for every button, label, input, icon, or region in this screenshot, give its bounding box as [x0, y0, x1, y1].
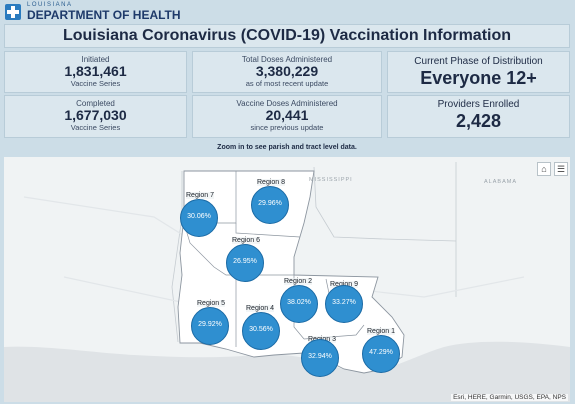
region-name: Region 6: [232, 237, 261, 244]
completed-label: Completed: [76, 99, 115, 108]
phase-value: Everyone 12+: [420, 68, 537, 88]
region-name: Region 4: [246, 305, 275, 312]
total-doses-value: 3,380,229: [255, 63, 319, 79]
zoom-hint: Zoom in to see parish and tract level da…: [217, 144, 357, 151]
completed-card: Completed 1,677,030 Vaccine Series: [4, 95, 187, 138]
region-name: Region 5: [197, 300, 226, 307]
home-icon: ⌂: [541, 164, 547, 174]
ldh-logo[interactable]: LOUISIANA DEPARTMENT OF HEALTH: [4, 2, 181, 22]
providers-card: Providers Enrolled 2,428: [387, 95, 570, 138]
region-name: Region 8: [257, 179, 286, 186]
region-bubble[interactable]: 29.96%: [251, 186, 289, 224]
doses-since-value: 20,441: [265, 107, 309, 123]
doses-since-sub: since previous update: [250, 123, 324, 132]
region-pct: 38.02%: [287, 299, 311, 306]
completed-value: 1,677,030: [64, 107, 127, 123]
region-pct: 30.06%: [187, 213, 211, 220]
logo-department-text: DEPARTMENT OF HEALTH: [27, 8, 181, 22]
region-bubble[interactable]: 26.95%: [226, 244, 264, 282]
region-pct: 30.56%: [249, 326, 273, 333]
region-pct: 26.95%: [233, 258, 257, 265]
region-bubble[interactable]: 38.02%: [280, 285, 318, 323]
page-title: Louisiana Coronavirus (COVID-19) Vaccina…: [62, 27, 512, 44]
doses-since-label: Vaccine Doses Administered: [236, 99, 338, 108]
phase-label: Current Phase of Distribution: [414, 56, 543, 67]
region-pct: 29.96%: [258, 200, 282, 207]
ldh-cross-logo-icon: [5, 4, 21, 20]
completed-sub: Vaccine Series: [70, 123, 121, 132]
region-pct: 32.94%: [308, 353, 332, 360]
initiated-label: Initiated: [81, 55, 110, 64]
title-bar: Louisiana Coronavirus (COVID-19) Vaccina…: [4, 24, 570, 48]
state-label-alabama: ALABAMA: [484, 179, 517, 185]
region-map[interactable]: MISSISSIPPI ALABAMA ⌂ ☰ Region 7 30.06% …: [4, 157, 570, 402]
region-bubble[interactable]: 33.27%: [325, 285, 363, 323]
region-bubble[interactable]: 47.29%: [362, 335, 400, 373]
state-label-mississippi: MISSISSIPPI: [309, 177, 353, 183]
initiated-card: Initiated 1,831,461 Vaccine Series: [4, 51, 187, 93]
map-legend-button[interactable]: ☰: [554, 162, 568, 176]
phase-card: Current Phase of Distribution Everyone 1…: [387, 51, 570, 93]
region-bubble[interactable]: 30.56%: [242, 312, 280, 350]
initiated-sub: Vaccine Series: [70, 79, 121, 88]
region-pct: 33.27%: [332, 299, 356, 306]
region-bubble[interactable]: 32.94%: [301, 339, 339, 377]
total-doses-label: Total Doses Administered: [241, 55, 333, 64]
region-bubble[interactable]: 29.92%: [191, 307, 229, 345]
region-name: Region 2: [284, 278, 313, 285]
region-name: Region 1: [367, 328, 396, 335]
providers-label: Providers Enrolled: [437, 99, 520, 110]
providers-value: 2,428: [455, 111, 502, 131]
map-attribution: Esri, HERE, Garmin, USGS, EPA, NPS: [451, 394, 568, 401]
map-home-button[interactable]: ⌂: [537, 162, 551, 176]
region-pct: 29.92%: [198, 321, 222, 328]
region-name: Region 9: [330, 281, 359, 288]
region-name: Region 7: [186, 192, 215, 199]
region-bubble[interactable]: 30.06%: [180, 199, 218, 237]
initiated-value: 1,831,461: [64, 63, 127, 79]
total-doses-sub: as of most recent update: [245, 79, 329, 88]
header-bar: LOUISIANA DEPARTMENT OF HEALTH: [0, 0, 575, 24]
list-icon: ☰: [556, 164, 566, 174]
region-pct: 47.29%: [369, 349, 393, 356]
logo-state-text: LOUISIANA: [27, 2, 73, 8]
total-doses-card: Total Doses Administered 3,380,229 as of…: [192, 51, 382, 93]
doses-since-card: Vaccine Doses Administered 20,441 since …: [192, 95, 382, 138]
